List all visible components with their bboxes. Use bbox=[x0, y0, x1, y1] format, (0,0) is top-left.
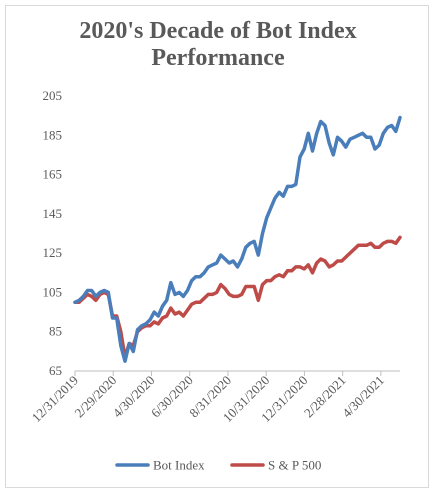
chart-title: 2020's Decade of Bot Index Performance bbox=[0, 18, 436, 72]
chart-title-line-1: 2020's Decade of Bot Index bbox=[79, 18, 357, 44]
series-line-bot-index bbox=[73, 115, 402, 363]
y-tick-label: 185 bbox=[43, 127, 63, 142]
y-tick-label: 145 bbox=[43, 206, 63, 221]
y-tick-label: 85 bbox=[49, 324, 62, 339]
y-tick-label: 125 bbox=[43, 245, 63, 260]
x-tick-label: 12/31/2019 bbox=[29, 373, 81, 425]
chart-title-line-2: Performance bbox=[151, 45, 285, 71]
legend-label: S & P 500 bbox=[268, 458, 321, 473]
y-tick-label: 165 bbox=[43, 167, 63, 182]
y-tick-label: 205 bbox=[43, 88, 63, 103]
series-line-sp500 bbox=[73, 235, 402, 360]
y-tick-label: 105 bbox=[43, 284, 63, 299]
legend-label: Bot Index bbox=[153, 458, 205, 473]
x-tick-label: 4/30/2021 bbox=[339, 373, 387, 421]
y-tick-label: 65 bbox=[49, 363, 62, 378]
